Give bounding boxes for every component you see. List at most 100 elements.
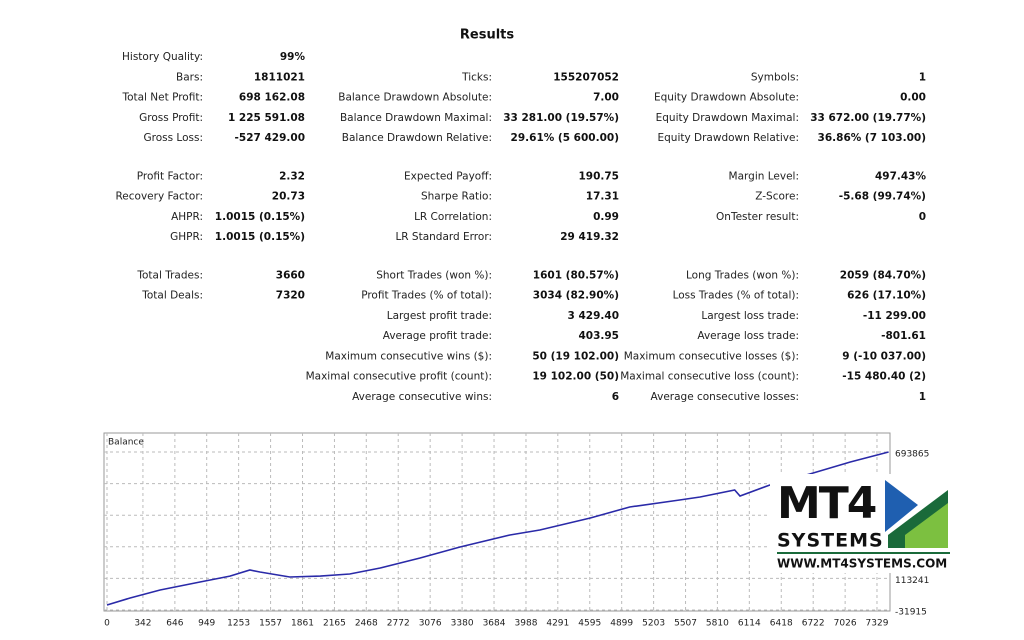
stat-value: 1811021 bbox=[254, 71, 305, 83]
stat-value: 9 (-10 037.00) bbox=[842, 350, 926, 362]
stat-label: Profit Trades (% of total): bbox=[361, 290, 492, 302]
stat-label: Average consecutive wins: bbox=[352, 391, 492, 403]
stat-value: -801.61 bbox=[881, 330, 926, 342]
x-tick-label: 5203 bbox=[642, 619, 665, 629]
stat-value: 99% bbox=[280, 51, 306, 63]
x-tick-label: 2468 bbox=[355, 619, 378, 629]
x-tick-label: 3988 bbox=[515, 619, 538, 629]
stat-label: Maximum consecutive losses ($): bbox=[624, 350, 799, 362]
results-title: Results bbox=[460, 28, 514, 43]
stat-label: Short Trades (won %): bbox=[376, 269, 492, 281]
stat-value: 155207052 bbox=[553, 71, 619, 83]
stat-value: 1 225 591.08 bbox=[228, 112, 305, 124]
stat-value: -11 299.00 bbox=[863, 310, 926, 322]
x-tick-label: 342 bbox=[134, 619, 151, 629]
stat-label: Equity Drawdown Maximal: bbox=[656, 112, 799, 124]
stat-value: 33 672.00 (19.77%) bbox=[810, 112, 926, 124]
stat-label: Equity Drawdown Absolute: bbox=[654, 92, 799, 104]
stat-value: 2059 (84.70%) bbox=[840, 269, 926, 281]
stat-label: Total Deals: bbox=[141, 290, 203, 302]
stat-label: Maximal consecutive profit (count): bbox=[306, 371, 492, 383]
balance-line bbox=[106, 451, 889, 606]
stat-label: Z-Score: bbox=[755, 191, 799, 203]
stat-value: 3660 bbox=[276, 269, 305, 281]
stat-label: Balance Drawdown Maximal: bbox=[340, 112, 492, 124]
x-tick-label: 3380 bbox=[451, 619, 474, 629]
stat-label: Profit Factor: bbox=[137, 170, 203, 182]
stat-value: 50 (19 102.00) bbox=[532, 350, 619, 362]
x-tick-label: 5507 bbox=[674, 619, 697, 629]
stat-label: LR Standard Error: bbox=[395, 231, 492, 243]
x-tick-label: 4595 bbox=[578, 619, 601, 629]
logo-arrow bbox=[885, 480, 918, 532]
results-table: History Quality: 99% Bars: 1811021 Ticks: 155… bbox=[115, 51, 926, 403]
stat-label: AHPR: bbox=[171, 211, 203, 223]
logo: MT4 SYSTEMS WWW.MT4SYSTEMS.COM bbox=[770, 474, 956, 573]
y-tick-label: -31915 bbox=[895, 608, 927, 618]
grid bbox=[104, 433, 890, 611]
stat-label: Recovery Factor: bbox=[115, 191, 203, 203]
stat-value: 0.00 bbox=[900, 92, 926, 104]
x-tick-label: 949 bbox=[198, 619, 215, 629]
stat-value: -5.68 (99.74%) bbox=[839, 191, 926, 203]
stat-label: OnTester result: bbox=[716, 211, 799, 223]
stat-value: 33 281.00 (19.57%) bbox=[503, 112, 619, 124]
x-tick-label: 5810 bbox=[706, 619, 729, 629]
logo-url: WWW.MT4SYSTEMS.COM bbox=[777, 557, 947, 571]
stat-label: LR Correlation: bbox=[414, 211, 492, 223]
stat-value: 29.61% (5 600.00) bbox=[511, 132, 619, 144]
y-tick-label: 693865 bbox=[895, 450, 929, 460]
stat-value: 1 bbox=[919, 391, 926, 403]
stat-value: 1.0015 (0.15%) bbox=[215, 211, 305, 223]
stat-label: Total Trades: bbox=[136, 269, 203, 281]
stat-label: Average consecutive losses: bbox=[651, 391, 799, 403]
x-tick-label: 4899 bbox=[610, 619, 633, 629]
stat-value: 2.32 bbox=[279, 170, 305, 182]
stat-value: 7320 bbox=[276, 290, 305, 302]
stat-value: 29 419.32 bbox=[560, 231, 619, 243]
stat-value: 1.0015 (0.15%) bbox=[215, 231, 305, 243]
stat-value: 1 bbox=[919, 71, 926, 83]
balance-chart: Balance 693865548709403553258397113241-3… bbox=[103, 432, 930, 629]
stat-label: Expected Payoff: bbox=[404, 170, 492, 182]
logo-name: SYSTEMS bbox=[777, 530, 884, 552]
x-tick-label: 7329 bbox=[866, 619, 889, 629]
x-tick-label: 6722 bbox=[802, 619, 825, 629]
stat-value: 3034 (82.90%) bbox=[533, 290, 619, 302]
stat-label: Maximum consecutive wins ($): bbox=[325, 350, 492, 362]
x-tick-label: 1253 bbox=[227, 619, 250, 629]
stat-label: Gross Loss: bbox=[144, 132, 204, 144]
stat-value: 17.31 bbox=[586, 191, 619, 203]
x-tick-label: 6114 bbox=[738, 619, 761, 629]
stat-value: 3 429.40 bbox=[568, 310, 619, 322]
x-tick-label: 1861 bbox=[291, 619, 314, 629]
stat-value: 0.99 bbox=[593, 211, 619, 223]
stat-label: Total Net Profit: bbox=[121, 92, 203, 104]
logo-bars-light bbox=[905, 503, 948, 548]
x-tick-label: 4291 bbox=[546, 619, 569, 629]
stat-label: Balance Drawdown Absolute: bbox=[338, 92, 492, 104]
x-tick-label: 1557 bbox=[259, 619, 282, 629]
x-tick-label: 3076 bbox=[419, 619, 442, 629]
stat-label: GHPR: bbox=[170, 231, 203, 243]
x-tick-label: 0 bbox=[104, 619, 110, 629]
x-tick-label: 646 bbox=[166, 619, 183, 629]
stat-value: 1601 (80.57%) bbox=[533, 269, 619, 281]
y-tick-label: 113241 bbox=[895, 576, 929, 586]
stat-label: Sharpe Ratio: bbox=[421, 191, 492, 203]
x-tick-label: 7026 bbox=[834, 619, 857, 629]
stat-label: Balance Drawdown Relative: bbox=[342, 132, 492, 144]
stat-value: 6 bbox=[612, 391, 619, 403]
x-tick-label: 2772 bbox=[387, 619, 410, 629]
stat-label: Symbols: bbox=[751, 71, 799, 83]
stat-label: Long Trades (won %): bbox=[686, 269, 799, 281]
stat-value: 20.73 bbox=[272, 191, 305, 203]
stat-label: Loss Trades (% of total): bbox=[673, 290, 799, 302]
x-tick-label: 3684 bbox=[483, 619, 506, 629]
stat-label: Largest loss trade: bbox=[701, 310, 799, 322]
stat-label: Gross Profit: bbox=[139, 112, 203, 124]
stat-value: 698 162.08 bbox=[239, 92, 305, 104]
logo-mark: MT4 bbox=[777, 478, 876, 529]
stat-label: Maximal consecutive loss (count): bbox=[620, 371, 799, 383]
